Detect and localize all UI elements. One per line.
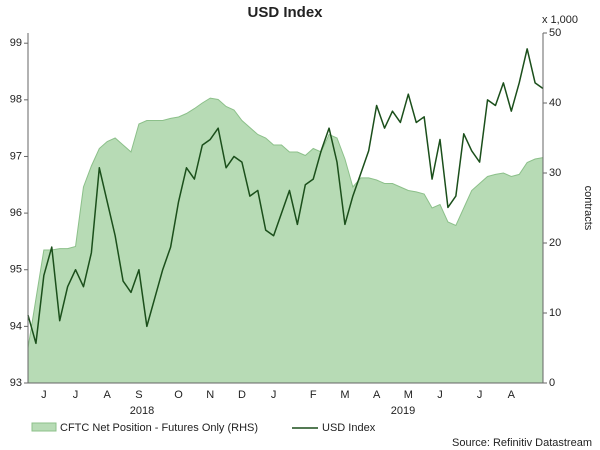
- y2-tick-label: 40: [549, 97, 561, 109]
- source: Source: Refinitiv Datastream: [452, 437, 592, 449]
- x-tick-label: A: [104, 389, 112, 401]
- x-tick-label: J: [41, 389, 47, 401]
- x-tick-label: A: [373, 389, 381, 401]
- x-tick-label: J: [73, 389, 79, 401]
- y-tick-label: 94: [10, 320, 22, 332]
- x-tick-label: M: [404, 389, 413, 401]
- x-tick-label: D: [238, 389, 246, 401]
- y-tick-label: 93: [10, 377, 22, 389]
- legend-swatch: [31, 422, 57, 432]
- legend-label: CFTC Net Position - Futures Only (RHS): [60, 422, 258, 434]
- year-label: 2019: [391, 405, 415, 417]
- x-tick-label: O: [174, 389, 183, 401]
- line: [27, 48, 544, 345]
- y-tick-label: 97: [10, 150, 22, 162]
- y2-tick-label: 20: [549, 237, 561, 249]
- x-tick-label: J: [437, 389, 443, 401]
- year-label: 2018: [130, 405, 154, 417]
- y-tick-label: 95: [10, 264, 22, 276]
- chart-title: USD Index: [247, 4, 323, 21]
- y-tick-label: 96: [10, 207, 22, 219]
- legend-label: USD Index: [322, 422, 376, 434]
- x-tick-label: J: [271, 389, 277, 401]
- y2-axis-label: contracts: [582, 186, 594, 231]
- area: [27, 97, 544, 384]
- y-tick-label: 99: [10, 37, 22, 49]
- y2-unit-label: x 1,000: [542, 14, 578, 26]
- x-tick-label: N: [206, 389, 214, 401]
- y2-tick-label: 0: [549, 377, 555, 389]
- x-tick-label: A: [508, 389, 516, 401]
- x-tick-label: S: [135, 389, 142, 401]
- y-tick-label: 98: [10, 94, 22, 106]
- x-tick-label: J: [477, 389, 483, 401]
- y2-tick-label: 50: [549, 27, 561, 39]
- y2-tick-label: 10: [549, 307, 561, 319]
- x-tick-label: F: [310, 389, 317, 401]
- y2-tick-label: 30: [549, 167, 561, 179]
- x-tick-label: M: [340, 389, 349, 401]
